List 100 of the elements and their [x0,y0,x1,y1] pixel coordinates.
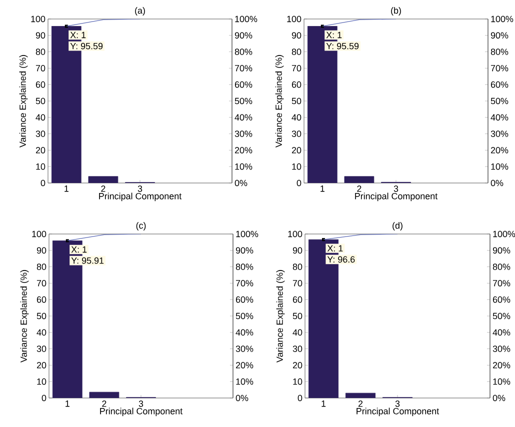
y-tick-label: 40 [292,114,302,121]
y2-tick-label: 70% [236,280,254,286]
y-tick-label: 30 [36,130,46,137]
x-tick-label: 2 [357,186,362,192]
x-tick-label: 2 [101,186,106,192]
y-tick-label: 30 [292,130,302,137]
y2-tick-label: 60% [490,81,508,88]
y2-tick-label: 30% [490,130,508,137]
y2-tick-label: 20% [234,147,252,154]
y2-tick-label: 50% [492,312,510,320]
y-tick-label: 80 [292,48,302,55]
y2-tick-label: 0% [234,180,248,186]
y-tick-label: 40 [36,114,46,121]
x-tick-label: 3 [394,186,398,192]
y2-tick-label: 80% [234,48,252,55]
y2-tick-label: 100% [493,230,515,238]
y-tick-label: 100 [31,16,46,22]
annotation: X: 1 [326,32,342,38]
x-tick-label: 1 [66,400,70,407]
x-tick-label: 1 [320,186,324,192]
y-tick-label: 100 [287,16,302,22]
y-tick-label: 20 [292,362,302,368]
y-tick-label: 10 [293,378,302,385]
y-tick-label: 10 [36,163,46,170]
y-tick-label: 100 [32,230,46,238]
x-tick-label: 1 [322,400,326,407]
y2-tick-label: 20% [490,147,508,154]
y-tick-label: 70 [292,280,302,286]
y-tick-label: 30 [36,346,46,352]
y-tick-label: 30 [292,346,302,352]
x-tick-label: 2 [102,400,106,407]
y2-tick-label: 20% [236,362,254,368]
y-tick-label: 90 [292,247,302,254]
y2-tick-label: 10% [493,378,510,385]
annotation: Y: 95.91 [71,257,104,264]
y-tick-label: 70 [36,65,46,72]
y2-tick-label: 90% [236,247,254,254]
annotation: X: 1 [71,246,87,253]
x-tick-label: 3 [138,400,144,407]
y-tick-label: 50 [36,312,46,320]
y-axis-title: Variance Explained (%) [275,55,284,148]
y-axis-title: Variance Explained (%) [19,55,28,148]
y-tick-label: 70 [36,280,46,286]
y-tick-label: 60 [292,81,302,88]
annotation: X: 1 [70,32,86,38]
y2-tick-label: 40% [492,329,510,336]
y-tick-label: 50 [292,312,302,320]
y2-tick-label: 30% [492,346,510,352]
y-tick-label: 60 [36,296,46,303]
y2-tick-label: 80% [492,264,510,270]
y2-tick-label: 10% [235,163,252,170]
bar [51,26,82,183]
y2-tick-label: 80% [490,48,508,55]
y-tick-label: 80 [292,264,302,270]
y2-tick-label: 90% [492,247,510,254]
y-tick-label: 0 [40,180,46,186]
y-tick-label: 50 [36,98,46,104]
y2-tick-label: 40% [490,114,508,121]
annotation: Y: 95.59 [326,42,359,50]
y2-tick-label: 100% [235,16,258,22]
y2-tick-label: 30% [234,130,252,137]
x-tick-label: 3 [395,400,400,407]
y-tick-label: 10 [292,163,302,170]
y-tick-label: 90 [292,32,302,39]
y-tick-label: 20 [36,147,46,154]
y2-tick-label: 20% [492,362,510,368]
y2-tick-label: 40% [236,329,254,336]
y-tick-label: 80 [36,48,46,55]
y2-tick-label: 60% [492,296,510,303]
y2-tick-label: 0% [490,180,504,186]
y-tick-label: 60 [36,81,46,88]
y-tick-label: 20 [292,147,302,154]
y-tick-label: 80 [36,264,46,270]
y-tick-label: 60 [292,296,302,303]
bar [344,176,374,183]
annotation: X: 1 [327,245,343,252]
y-tick-label: 50 [292,98,302,104]
y2-tick-label: 100% [491,16,514,22]
y2-tick-label: 90% [234,32,252,39]
chart-title: (c) [136,222,146,230]
y2-tick-label: 90% [490,32,508,39]
x-tick-label: 3 [138,186,142,192]
y-tick-label: 20 [36,362,46,368]
y2-tick-label: 50% [490,98,508,104]
y-axis-title: Variance Explained (%) [276,270,285,362]
bar [88,176,118,183]
y-tick-label: 40 [292,329,302,336]
y2-tick-label: 10% [491,163,508,170]
x-axis-title: Principal Component [100,408,183,416]
y-tick-label: 70 [292,65,302,72]
y2-tick-label: 50% [236,312,254,320]
y-tick-label: 0 [296,180,302,186]
chart-title: (d) [392,222,402,230]
y-tick-label: 90 [36,247,46,254]
x-tick-label: 2 [358,400,363,407]
x-axis-title: Principal Component [99,192,182,202]
x-axis-title: Principal Component [355,192,438,202]
y2-tick-label: 40% [234,114,252,121]
annotation: Y: 95.59 [70,42,103,50]
chart-title: (b) [391,7,401,16]
